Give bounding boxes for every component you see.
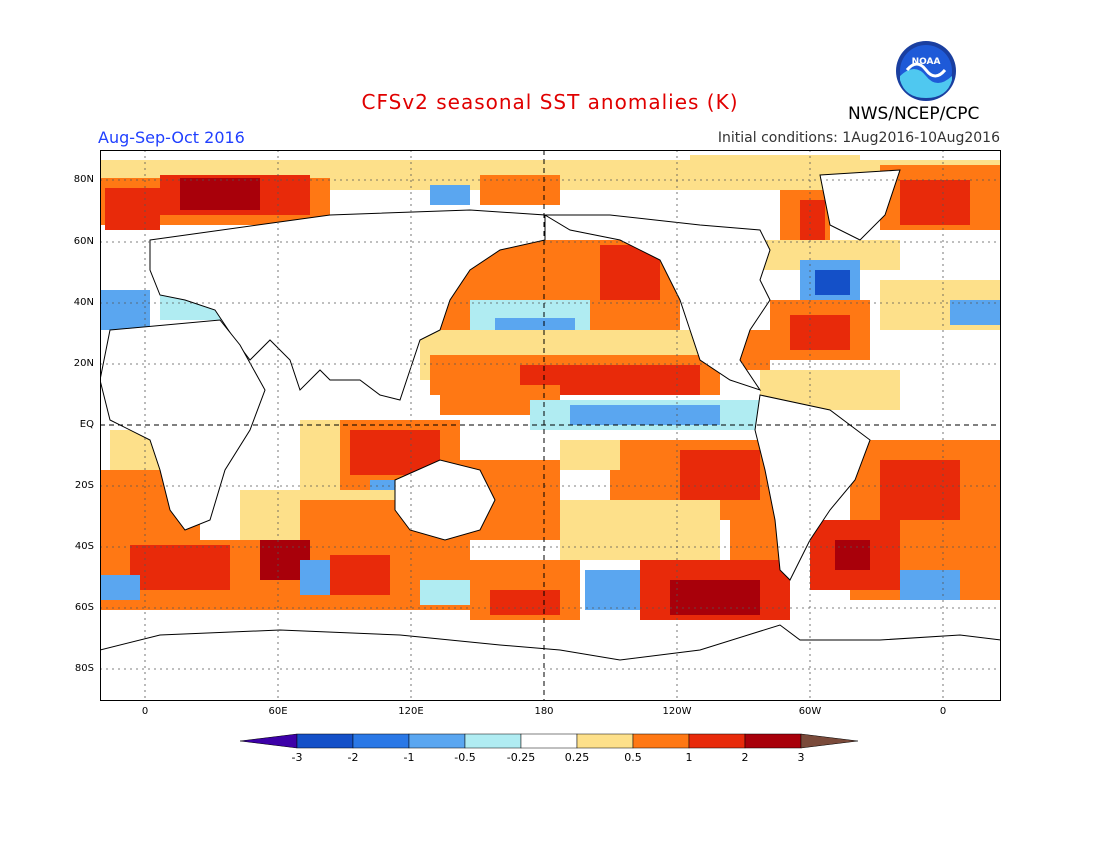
colorbar-box — [632, 733, 690, 749]
lat-label-20n: 20N — [73, 358, 94, 369]
colorbar-tick-label: -3 — [292, 751, 303, 763]
lon-label-0-east: 0 — [939, 706, 947, 717]
colorbar-box — [408, 733, 466, 749]
colorbar-tick-label: -0.5 — [454, 751, 475, 763]
noaa-logo-icon: NOAA — [896, 41, 956, 101]
lon-label-0: 0 — [141, 706, 149, 717]
colorbar-box — [688, 733, 746, 749]
greenland — [819, 169, 901, 241]
colorbar-max-arrow — [800, 733, 859, 749]
initial-conditions: Initial conditions: 1Aug2016-10Aug2016 — [717, 130, 1000, 146]
antarctica — [100, 624, 1001, 701]
anomaly-fields — [100, 155, 1001, 620]
colorbar-box — [744, 733, 802, 749]
sst-anomaly-map — [100, 150, 1001, 701]
logo-text: NOAA — [912, 57, 941, 67]
forecast-period: Aug-Sep-Oct 2016 — [98, 128, 245, 147]
colorbar-tick-label: 1 — [686, 751, 693, 763]
colorbar-box — [520, 733, 578, 749]
lat-label-60n: 60N — [73, 236, 94, 247]
agency-label: NWS/NCEP/CPC — [848, 104, 980, 124]
eurasia — [149, 209, 546, 401]
colorbar-box — [352, 733, 410, 749]
continents — [100, 169, 1001, 701]
colorbar-box — [296, 733, 354, 749]
colorbar-tick-label: -1 — [404, 751, 415, 763]
map-title: CFSv2 seasonal SST anomalies (K) — [361, 90, 739, 114]
colorbar-tick-label: -0.25 — [507, 751, 535, 763]
lon-label-60w: 60W — [798, 706, 822, 717]
lon-label-120w: 120W — [662, 706, 692, 717]
colorbar-tick-label: -2 — [348, 751, 359, 763]
colorbar-tick-label: 0.25 — [565, 751, 590, 763]
north-america — [543, 214, 771, 391]
south-america — [754, 394, 871, 581]
graticule — [100, 150, 1001, 701]
colorbar-tick-label: 2 — [742, 751, 749, 763]
colorbar-min-arrow — [240, 733, 298, 749]
lat-label-60s: 60S — [74, 602, 94, 613]
colorbar-tick-label: 0.5 — [624, 751, 642, 763]
lat-label-eq: EQ — [79, 419, 94, 430]
lat-label-40s: 40S — [74, 541, 94, 552]
australia — [394, 459, 496, 541]
lat-label-80s: 80S — [74, 663, 94, 674]
lat-label-40n: 40N — [73, 297, 94, 308]
colorbar-box — [576, 733, 634, 749]
lon-label-120e: 120E — [398, 706, 424, 717]
reference-lines — [100, 150, 1001, 701]
lon-label-180: 180 — [534, 706, 554, 717]
colorbar: -3 -2 -1 -0.5 -0.25 0.25 0.5 1 2 3 — [240, 733, 859, 763]
lon-label-60e: 60E — [268, 706, 288, 717]
colorbar-tick-label: 3 — [798, 751, 805, 763]
lat-label-20s: 20S — [74, 480, 94, 491]
colorbar-box — [464, 733, 522, 749]
lat-label-80n: 80N — [73, 174, 94, 185]
